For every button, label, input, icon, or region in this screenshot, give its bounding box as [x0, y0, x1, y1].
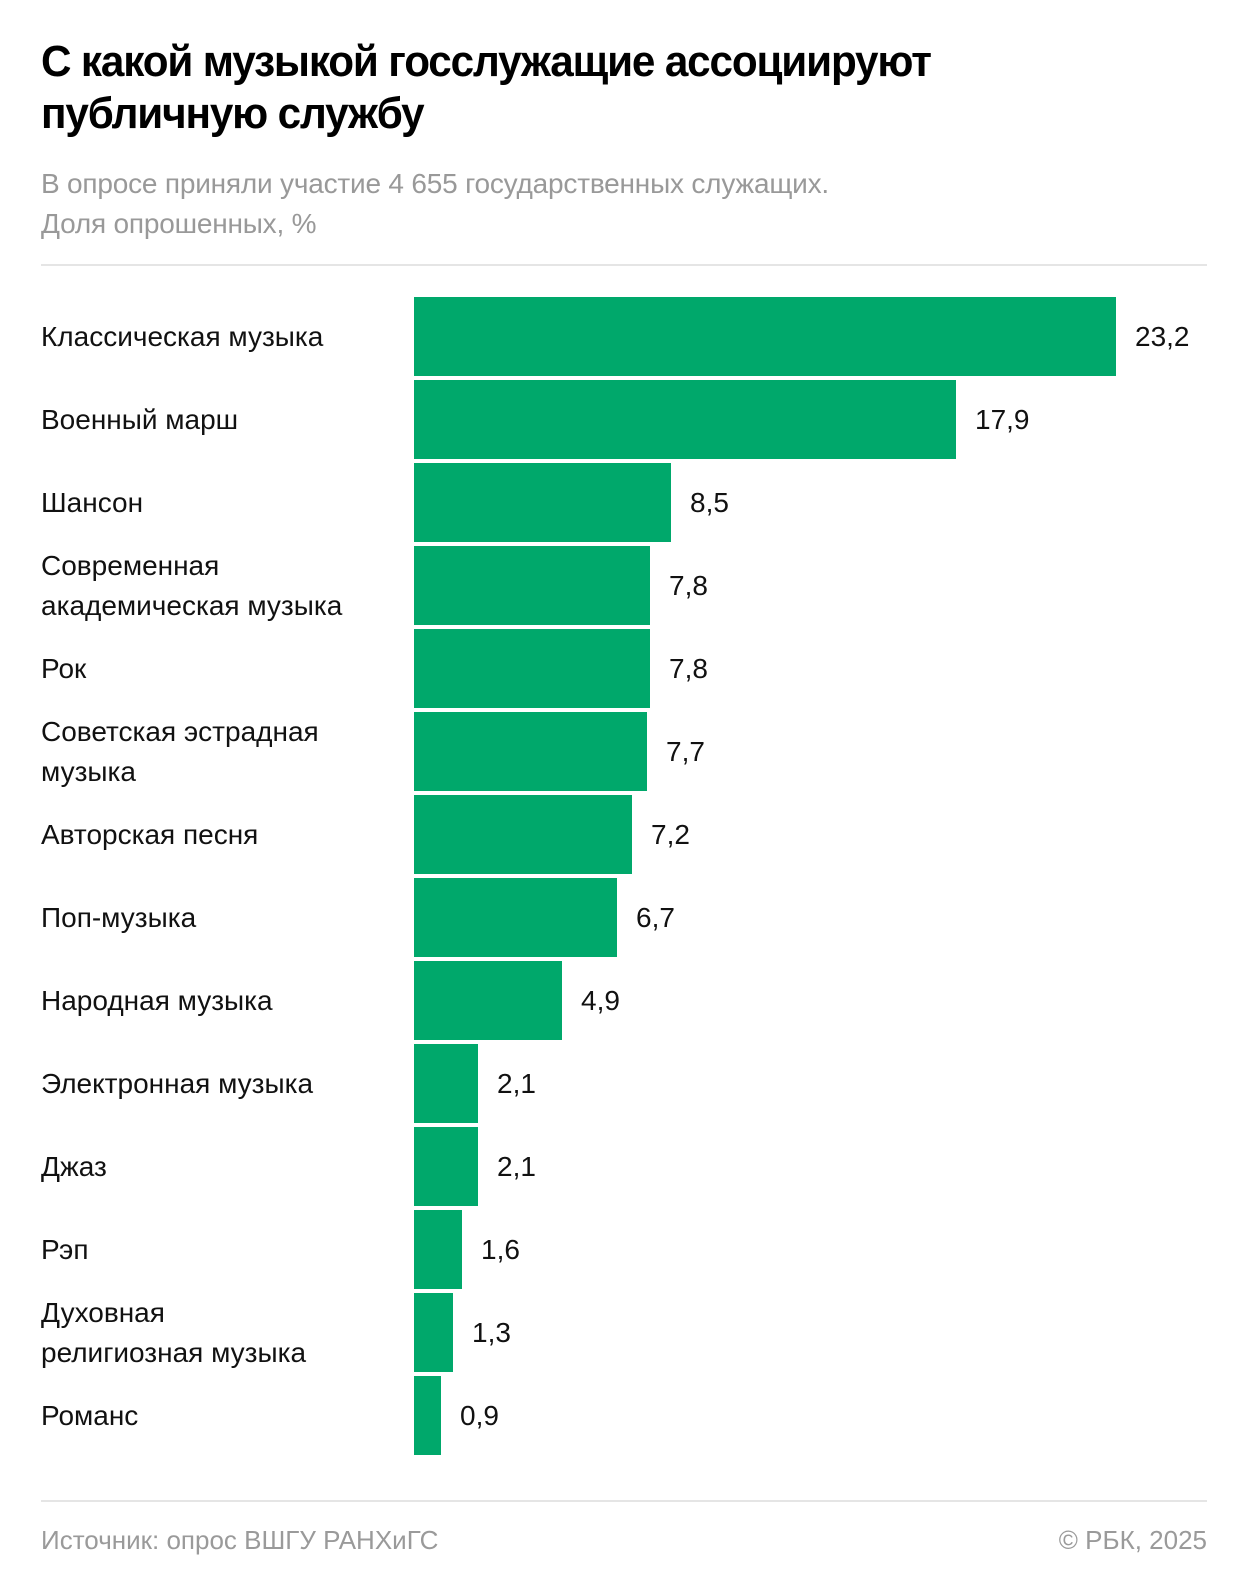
category-label-line: Поп-музыка	[41, 901, 197, 933]
value-label: 1,6	[481, 1233, 520, 1265]
category-label: Советская эстрадная музыка	[41, 712, 411, 791]
category-label: Духовная религиозная музыка	[41, 1293, 411, 1372]
category-label-line: Авторская песня	[41, 818, 259, 850]
category-label: Рок	[41, 629, 411, 708]
category-label-line: Джаз	[41, 1150, 107, 1182]
bar	[414, 1044, 478, 1123]
category-label-line: религиозная музыка	[41, 1336, 307, 1368]
bar	[414, 961, 562, 1040]
category-label-line: Рок	[41, 652, 87, 684]
category-label: Поп-музыка	[41, 878, 411, 957]
bar	[414, 1127, 478, 1206]
value-label: 0,9	[460, 1399, 499, 1431]
value-label: 8,5	[690, 486, 729, 518]
category-label: Электронная музыка	[41, 1044, 411, 1123]
value-label: 7,2	[651, 818, 690, 850]
value-label: 17,9	[975, 403, 1030, 435]
bar	[414, 297, 1116, 376]
bar	[414, 1376, 441, 1455]
copyright: © РБК, 2025	[1058, 1525, 1207, 1555]
category-label: Шансон	[41, 463, 411, 542]
bar	[414, 629, 650, 708]
bar	[414, 878, 617, 957]
bottom-divider	[41, 1500, 1207, 1502]
category-label-line: Романс	[41, 1399, 139, 1431]
category-label-line: музыка	[41, 755, 136, 787]
value-label: 7,8	[669, 652, 708, 684]
bar	[414, 1293, 453, 1372]
category-label-line: Духовная	[41, 1296, 165, 1328]
category-label-line: Шансон	[41, 486, 144, 518]
category-label-line: академическая музыка	[41, 589, 343, 621]
category-label-line: Классическая музыка	[41, 320, 324, 352]
top-divider	[41, 264, 1207, 266]
value-label: 1,3	[472, 1316, 511, 1348]
category-label-line: Современная	[41, 549, 220, 581]
category-label: Джаз	[41, 1127, 411, 1206]
source-note: Источник: опрос ВШГУ РАНХиГС	[41, 1525, 439, 1555]
subtitle-line-1: В опросе приняли участие 4 655 государст…	[41, 168, 829, 199]
category-label: Авторская песня	[41, 795, 411, 874]
chart-title: С какой музыкой госслужащие ассоциируют …	[41, 37, 932, 138]
value-label: 4,9	[581, 984, 620, 1016]
bar	[414, 795, 632, 874]
value-label: 2,1	[497, 1150, 536, 1182]
category-label: Военный марш	[41, 380, 411, 459]
value-label: 7,8	[669, 569, 708, 601]
bar	[414, 546, 650, 625]
value-label: 23,2	[1135, 320, 1190, 352]
category-label: Рэп	[41, 1210, 411, 1289]
category-label-line: Народная музыка	[41, 984, 273, 1016]
category-label-line: Рэп	[41, 1233, 89, 1265]
category-label: Народная музыка	[41, 961, 411, 1040]
value-label: 6,7	[636, 901, 675, 933]
value-label: 2,1	[497, 1067, 536, 1099]
value-label: 7,7	[666, 735, 705, 767]
subtitle-line-2: Доля опрошенных, %	[41, 208, 317, 239]
bar	[414, 380, 956, 459]
category-label-line: Военный марш	[41, 403, 239, 435]
bar	[414, 1210, 462, 1289]
chart-subtitle: В опросе приняли участие 4 655 государст…	[41, 164, 1191, 244]
category-label-line: Советская эстрадная	[41, 715, 319, 747]
category-label: Романс	[41, 1376, 411, 1455]
category-label: Классическая музыка	[41, 297, 411, 376]
category-label: Современная академическая музыка	[41, 546, 411, 625]
bar	[414, 463, 671, 542]
bar	[414, 712, 647, 791]
category-label-line: Электронная музыка	[41, 1067, 314, 1099]
